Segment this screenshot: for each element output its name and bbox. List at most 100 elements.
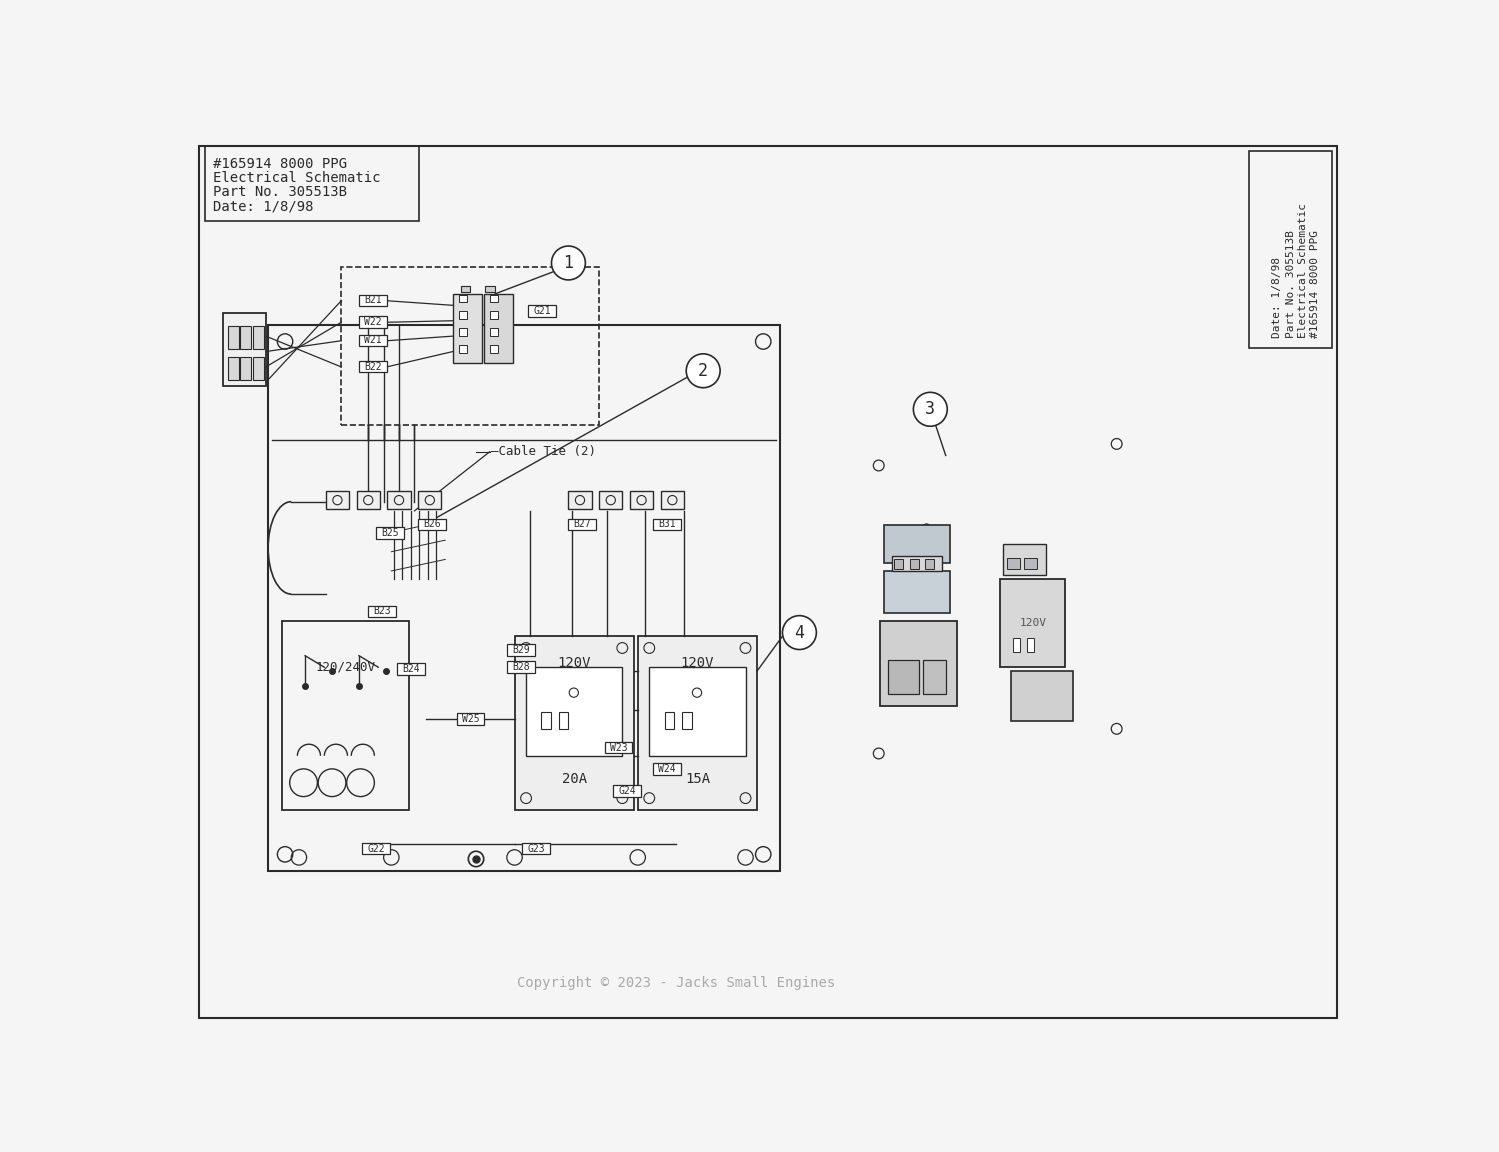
Text: 15A: 15A [685,772,711,786]
Polygon shape [865,429,1130,767]
Text: Copyright © 2023 - Jacks Small Engines: Copyright © 2023 - Jacks Small Engines [517,976,835,990]
Text: Jacks
SMALL ENGINES: Jacks SMALL ENGINES [510,540,735,601]
Bar [223,313,265,386]
Bar [892,555,941,571]
Bar [1249,151,1333,348]
Text: 4: 4 [794,623,805,642]
Bar [240,326,252,349]
Bar [282,621,409,810]
Circle shape [687,354,720,388]
Text: 120/240V: 120/240V [315,661,376,674]
Bar [604,742,633,753]
Bar [486,286,495,293]
Text: 120V: 120V [558,657,591,670]
Bar [1027,638,1034,652]
Bar [1012,672,1073,721]
Bar [682,712,691,729]
Text: W21: W21 [364,335,382,346]
Text: ©: © [730,576,742,589]
Bar [358,334,387,346]
Bar [240,357,252,380]
Bar [613,785,640,796]
Bar [522,843,550,855]
Text: Electrical Schematic: Electrical Schematic [1298,203,1309,338]
Bar [1003,544,1046,575]
Bar [325,491,349,509]
Text: B25: B25 [381,528,399,538]
Bar [630,491,654,509]
Bar [459,311,466,319]
Text: #165914 8000 PPG: #165914 8000 PPG [1310,229,1321,338]
Text: W23: W23 [610,743,627,752]
Text: #165914 8000 PPG: #165914 8000 PPG [213,157,346,170]
Bar [490,328,498,336]
Text: Date: 1/8/98: Date: 1/8/98 [1271,257,1282,338]
Bar [453,294,483,363]
Bar [459,328,466,336]
Bar [490,311,498,319]
Bar [418,518,447,530]
Bar [459,295,466,302]
Bar [358,295,387,306]
Text: W24: W24 [658,764,676,774]
Bar [1024,558,1037,569]
Text: G21: G21 [534,306,552,316]
Bar [376,528,403,539]
Bar [568,518,597,530]
Bar [228,357,238,380]
Text: B27: B27 [574,520,591,530]
Text: 3: 3 [925,400,935,418]
Bar [490,346,498,353]
Bar [893,560,904,569]
Bar [228,326,238,349]
Bar [922,660,946,695]
Text: B23: B23 [373,606,391,616]
Bar [507,644,535,655]
Bar [654,764,681,775]
Bar [357,491,379,509]
Bar [559,712,568,729]
Bar [358,361,387,372]
Bar [459,346,466,353]
Text: Date: 1/8/98: Date: 1/8/98 [213,199,313,214]
Bar [460,286,469,293]
Text: 1: 1 [564,253,574,272]
Bar [342,267,600,425]
Text: G24: G24 [618,786,636,796]
Bar [925,560,934,569]
Text: B29: B29 [511,645,529,654]
Text: B24: B24 [403,665,420,674]
Text: 120V: 120V [681,657,714,670]
Bar [507,661,535,673]
Bar [253,357,264,380]
Bar [887,660,919,695]
Circle shape [782,615,817,650]
Bar [1007,558,1019,569]
Text: —Cable Tie (2): —Cable Tie (2) [492,445,597,458]
Text: 20A: 20A [562,772,586,786]
Bar [369,606,396,617]
Bar [654,518,681,530]
Bar [457,713,484,725]
Bar [528,305,556,317]
Bar [526,667,622,756]
Bar [568,491,592,509]
Bar [514,636,634,810]
Text: W22: W22 [364,317,382,327]
Bar [910,560,919,569]
Bar [358,316,387,327]
Text: B31: B31 [658,520,676,530]
Text: B22: B22 [364,362,382,372]
Bar [1000,578,1066,667]
Bar [418,491,441,509]
Bar [637,636,757,810]
Bar [884,571,949,613]
Bar [649,667,745,756]
Bar [268,325,779,871]
Bar [880,621,958,706]
Text: 120V: 120V [1019,619,1046,628]
Text: G23: G23 [528,843,546,854]
Text: B21: B21 [364,295,382,305]
Bar [541,712,550,729]
Circle shape [552,247,586,280]
